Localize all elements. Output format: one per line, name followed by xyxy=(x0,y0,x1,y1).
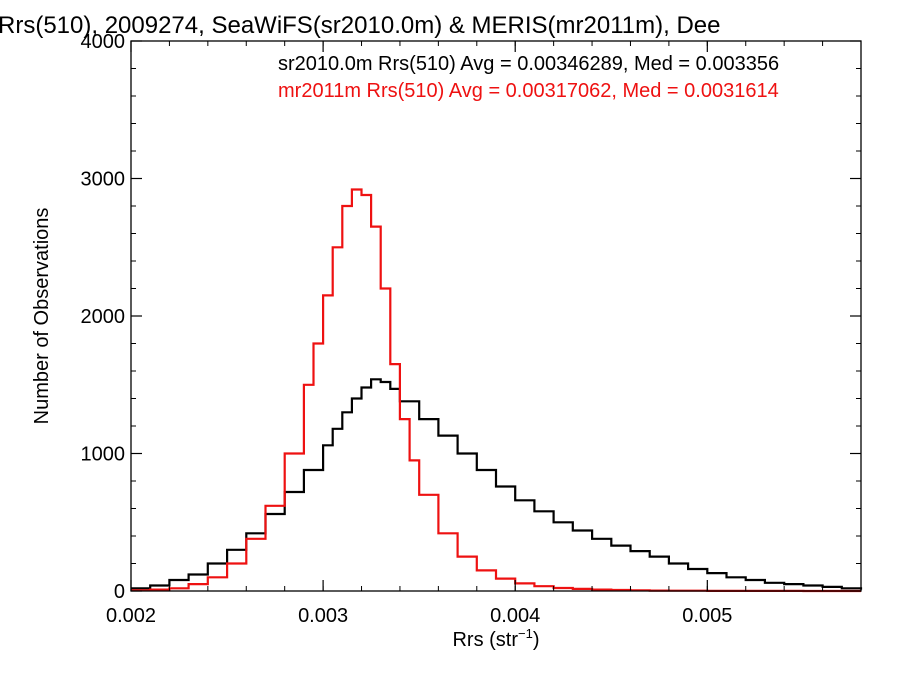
y-tick-label: 1000 xyxy=(81,444,126,466)
legend-entry-sr2010: sr2010.0m Rrs(510) Avg = 0.00346289, Med… xyxy=(278,53,779,75)
chart-title: Rrs(510), 2009274, SeaWiFS(sr2010.0m) & … xyxy=(0,12,720,39)
x-axis-label-main: Rrs (str xyxy=(452,629,518,651)
x-axis-label-superscript: −1 xyxy=(518,626,533,641)
axis-tick-labels: 0.002 0.003 0.004 0.005 0 1000 2000 3000 4000 xyxy=(81,31,733,627)
x-tick-label: 0.002 xyxy=(106,605,156,627)
x-tick-label: 0.004 xyxy=(490,605,540,627)
x-axis-label-end: ) xyxy=(533,629,540,651)
y-axis-label: Number of Observations xyxy=(31,208,53,425)
y-tick-label: 4000 xyxy=(81,31,126,53)
y-tick-label: 0 xyxy=(114,581,125,603)
x-axis-label: Rrs (str−1) xyxy=(452,626,539,651)
y-tick-label: 3000 xyxy=(81,169,126,191)
axis-ticks xyxy=(130,40,862,592)
x-tick-label: 0.005 xyxy=(682,605,732,627)
legend-entry-mr2011: mr2011m Rrs(510) Avg = 0.00317062, Med =… xyxy=(278,80,779,102)
x-tick-label: 0.003 xyxy=(298,605,348,627)
y-tick-label: 2000 xyxy=(81,306,126,328)
series-line-1 xyxy=(131,188,861,593)
plot-lines xyxy=(131,188,863,593)
